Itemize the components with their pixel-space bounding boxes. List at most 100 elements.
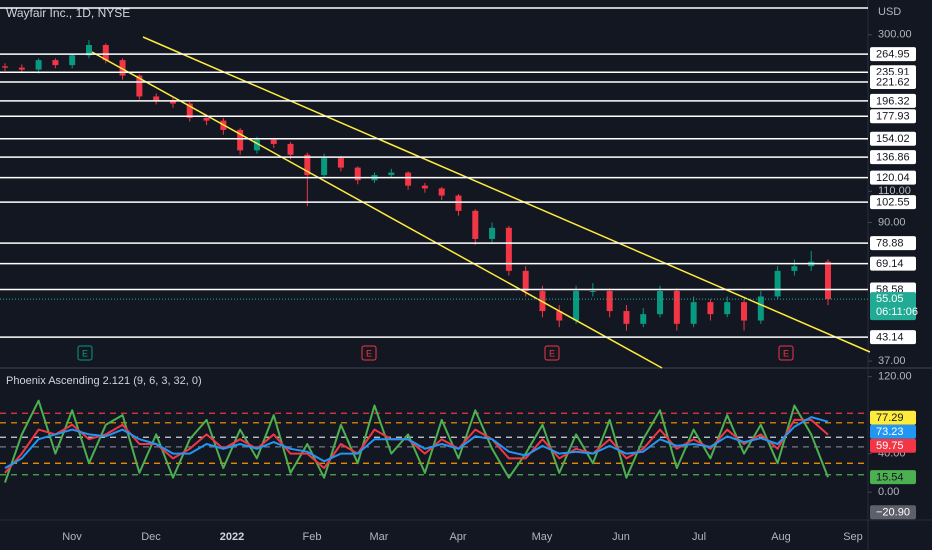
price-level-label: 136.86 <box>876 152 910 164</box>
price-level-label: 154.02 <box>876 133 910 145</box>
price-level-label: 264.95 <box>876 49 910 61</box>
candle-body <box>556 311 563 321</box>
x-axis-label: Dec <box>141 531 161 543</box>
candle-body <box>757 296 764 321</box>
y-tick-label: 37.00 <box>878 355 906 367</box>
price-level-box <box>870 109 916 124</box>
currency: USD <box>878 6 901 18</box>
price-level-label: 120.04 <box>876 172 910 184</box>
price-level-box <box>870 47 916 62</box>
indicator-value-box <box>870 505 916 520</box>
candle-body <box>657 291 664 315</box>
candle-body <box>724 302 731 315</box>
x-axis-label: Jun <box>612 531 630 543</box>
candle-body <box>354 167 361 181</box>
candle-body <box>825 261 831 300</box>
candle-body <box>321 158 328 176</box>
candle-body <box>405 172 412 186</box>
earnings-icon <box>77 345 93 361</box>
price-level-label: 221.62 <box>876 76 910 88</box>
candle-body <box>253 139 260 151</box>
price-level-box <box>870 256 916 271</box>
price-level-box <box>870 195 916 210</box>
earnings-markers: E E E E <box>77 345 794 361</box>
candle-body <box>136 75 143 97</box>
last-price-box <box>870 292 916 321</box>
candle-body <box>589 291 596 293</box>
indicator-value-box <box>870 424 916 439</box>
candle-body <box>640 314 647 324</box>
earnings-label: E <box>82 348 88 358</box>
y-tick-label: 110.00 <box>878 185 911 197</box>
candle-body <box>573 291 580 321</box>
candle-body <box>623 311 630 324</box>
x-axis-label: 2022 <box>220 531 244 543</box>
x-axis-label: Mar <box>370 531 389 543</box>
x-axis-label: Apr <box>449 531 466 543</box>
candle-body <box>606 291 613 312</box>
candle-body <box>203 117 210 121</box>
price-level-label: 196.32 <box>876 95 910 107</box>
candle-body <box>169 100 176 104</box>
indicator-value-label: −20.90 <box>876 507 910 519</box>
candle-body <box>505 227 512 271</box>
y-tick-label: 90.00 <box>878 216 906 228</box>
candle-body <box>35 60 42 70</box>
candle-body <box>18 67 25 70</box>
price-level-label: 69.14 <box>876 258 904 270</box>
candle-body <box>304 154 311 176</box>
earnings-label: E <box>783 348 789 358</box>
earnings-icon <box>544 345 560 361</box>
indicator-value-label: 77.29 <box>876 412 904 424</box>
x-axis-label: Aug <box>771 531 791 543</box>
price-level-label: 43.14 <box>876 332 904 344</box>
earnings-icon <box>778 345 794 361</box>
x-axis-label: May <box>532 531 553 543</box>
candle-body <box>489 227 496 239</box>
candle-body <box>270 139 277 144</box>
indicator-value-box <box>870 438 916 453</box>
channel-lower <box>91 51 663 369</box>
candle-body <box>287 143 294 155</box>
candle-body <box>741 302 748 321</box>
x-axis-label: Sep <box>843 531 863 543</box>
earnings-label: E <box>366 348 372 358</box>
indicator-value-box <box>870 410 916 425</box>
candle-body <box>153 96 160 101</box>
candle-body <box>69 55 76 66</box>
price-level-label: 78.88 <box>876 237 904 249</box>
candle-body <box>791 266 798 271</box>
candle-body <box>673 291 680 324</box>
last-price-label: 55.05 <box>876 293 904 305</box>
x-axis-label: Nov <box>62 531 82 543</box>
candle-body <box>119 60 126 76</box>
candle-body <box>237 129 244 151</box>
candle-body <box>522 270 529 292</box>
candle-body <box>2 66 8 68</box>
indicator-line <box>4 418 829 474</box>
candle-body <box>337 158 344 168</box>
candle-body <box>455 195 462 211</box>
indicator-line <box>4 416 829 469</box>
chart-title: Wayfair Inc., 1D, NYSE <box>6 6 130 20</box>
price-level-box <box>870 150 916 165</box>
earnings-label: E <box>549 348 555 358</box>
indicator-value-label: 73.23 <box>876 426 904 438</box>
x-axis-label: Jul <box>692 531 706 543</box>
channel-upper <box>142 36 871 353</box>
indicator-value-label: 15.54 <box>876 472 904 484</box>
candle-body <box>85 44 92 56</box>
price-level-box <box>870 330 916 345</box>
candle-body <box>52 60 59 66</box>
candle-body <box>388 172 395 176</box>
candle-body <box>690 302 697 324</box>
indicator-title: Phoenix Ascending 2.121 (9, 6, 3, 32, 0) <box>6 375 202 387</box>
price-level-box <box>870 93 916 108</box>
indicator-value-label: 59.75 <box>876 440 904 452</box>
candle-body <box>186 103 193 118</box>
candle-body <box>102 44 109 61</box>
x-axis-label: Feb <box>303 531 322 543</box>
price-level-box <box>870 131 916 146</box>
price-level-label: 177.93 <box>876 111 910 123</box>
